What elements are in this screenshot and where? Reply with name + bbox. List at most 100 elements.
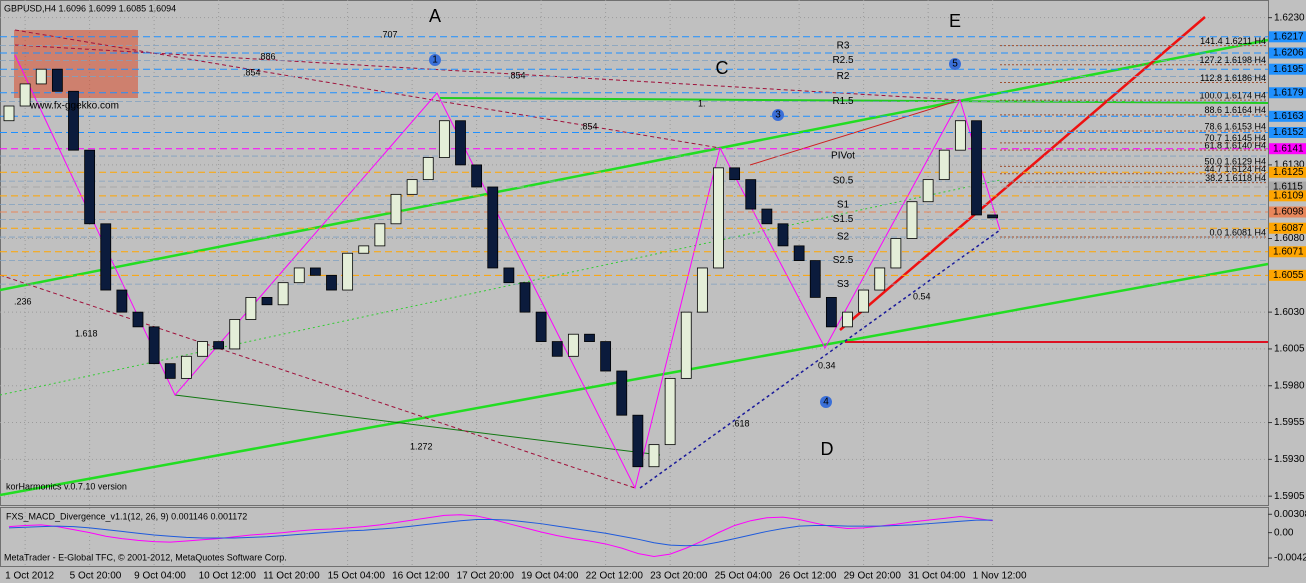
price-tag: [1269, 31, 1306, 43]
price-tag: [1269, 166, 1306, 178]
candle-body: [229, 319, 241, 350]
candle-body: [809, 260, 821, 298]
annotation: A: [429, 6, 441, 26]
fib-label: 100.0 1.6174 H4: [1199, 90, 1266, 100]
price-tag-label: 1.6206: [1273, 48, 1304, 59]
wave-marker: [429, 54, 441, 66]
x-tick-label: 22 Oct 12:00: [586, 571, 644, 582]
price-tag: [1269, 206, 1306, 218]
candle-body: [777, 223, 789, 247]
candle-body: [793, 245, 805, 261]
candle-body: [664, 377, 676, 446]
wave-marker: [772, 109, 784, 121]
x-tick-label: 17 Oct 20:00: [457, 571, 515, 582]
candle-body: [51, 68, 63, 92]
annotation: .854: [580, 121, 598, 131]
annotation: 1.272: [410, 441, 433, 451]
candle-body: [116, 289, 128, 313]
candle-body: [213, 341, 225, 350]
candle-body: [922, 179, 934, 203]
pattern-overlay: [0, 16, 1269, 497]
annotation: .236: [14, 296, 32, 306]
price-tag-label: 1.6109: [1273, 190, 1304, 201]
pivot-label: S0.5: [833, 176, 854, 187]
wave-marker: [820, 396, 832, 408]
candle-body: [874, 267, 886, 291]
candle-body: [277, 282, 289, 306]
fib-label: 88.6 1.6164 H4: [1204, 105, 1266, 115]
annotation: .618: [732, 418, 750, 428]
annotation: E: [949, 11, 961, 31]
y-tick-label: 1.6030: [1274, 307, 1305, 318]
candle-body: [696, 267, 708, 313]
annotation: .886: [258, 51, 276, 61]
price-tag: [1269, 181, 1306, 193]
candle-body: [342, 252, 354, 291]
candle-body: [390, 193, 402, 225]
annotation: .854: [243, 67, 261, 77]
trend-line: [0, 262, 1269, 497]
candle-body: [132, 311, 144, 328]
trend-line: [0, 179, 1001, 396]
macd-title: FXS_MACD_Divergence_v1.1(12, 26, 9) 0.00…: [6, 511, 247, 521]
x-tick-label: 15 Oct 04:00: [328, 571, 386, 582]
y-tick-label: 1.5930: [1274, 454, 1305, 465]
annotation: .854: [508, 70, 526, 80]
price-tag: [1269, 190, 1306, 202]
macd-line: [8, 519, 993, 547]
y-tick-label: 0.00308: [1274, 509, 1306, 520]
annotation: korHarmonics v.0.7.10 version: [6, 481, 127, 491]
wave-marker: [949, 58, 961, 70]
candle-body: [3, 105, 15, 122]
trend-line: [14, 29, 721, 149]
candle-body: [455, 120, 466, 166]
price-tag: [1269, 127, 1306, 139]
annotation: www.fx-ggekko.com: [29, 101, 119, 112]
price-tag: [1269, 87, 1306, 99]
price-tag: [1269, 246, 1306, 258]
trend-line: [14, 44, 961, 101]
pivot-label: S2: [837, 232, 850, 243]
trend-line: [439, 97, 1269, 104]
candle-body: [648, 444, 660, 468]
candle-body: [906, 201, 918, 239]
candle-body: [729, 167, 741, 181]
candle-body: [19, 83, 31, 107]
annotation: 4: [823, 397, 829, 408]
annotation: 1: [432, 55, 438, 66]
annotation: D: [821, 439, 834, 459]
y-tick-label: 1.6080: [1274, 233, 1305, 244]
candle-body: [35, 68, 47, 85]
candle-body: [358, 245, 370, 254]
price-tag: [1269, 110, 1306, 122]
trend-line: [174, 394, 661, 456]
pivot-label: S1.5: [833, 214, 854, 225]
price-tag-label: 1.6098: [1273, 207, 1304, 218]
candle-body: [584, 333, 595, 342]
candle-body: [487, 186, 499, 269]
candle-body: [938, 149, 950, 181]
trend-line: [639, 229, 1001, 489]
x-tick-label: 25 Oct 04:00: [715, 571, 773, 582]
pivot-label: PIVot: [831, 151, 855, 162]
candle-body: [713, 167, 724, 269]
price-tag-label: 1.6217: [1273, 31, 1304, 42]
price-tag-label: 1.6071: [1273, 246, 1304, 257]
price-tag: [1269, 222, 1306, 234]
x-tick-label: 9 Oct 04:00: [134, 571, 186, 582]
candle-body: [632, 414, 644, 468]
fib-label: 0.0 1.6081 H4: [1209, 227, 1266, 237]
candle-body: [535, 311, 547, 342]
fib-label: 61.8 1.6140 H4: [1204, 141, 1266, 151]
candle-body: [825, 297, 837, 328]
pivot-label: R2: [837, 71, 850, 82]
pivot-label: R2.5: [832, 55, 854, 66]
macd-line: [8, 514, 993, 557]
candle-body: [567, 333, 579, 357]
y-tick-label: 1.6005: [1274, 344, 1305, 355]
candle-body: [438, 120, 450, 158]
footer: MetaTrader - E-Global TFC, © 2001-2012, …: [4, 552, 287, 562]
x-tick-label: 11 Oct 20:00: [263, 571, 320, 582]
candle-body: [68, 90, 79, 151]
price-tag: [1269, 143, 1306, 155]
